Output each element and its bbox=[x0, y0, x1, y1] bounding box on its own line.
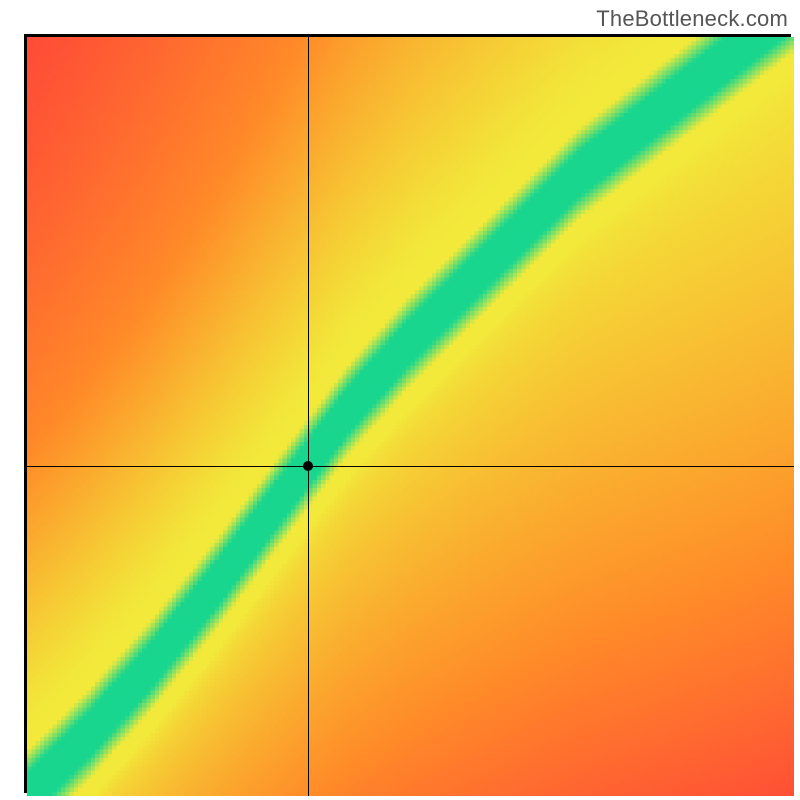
crosshair-horizontal bbox=[27, 466, 794, 467]
watermark-label: TheBottleneck.com bbox=[596, 6, 788, 32]
heatmap-frame bbox=[24, 34, 791, 793]
crosshair-vertical bbox=[308, 37, 309, 796]
crosshair-point bbox=[303, 461, 313, 471]
heatmap-canvas bbox=[27, 37, 794, 796]
chart-container: TheBottleneck.com bbox=[0, 0, 800, 800]
